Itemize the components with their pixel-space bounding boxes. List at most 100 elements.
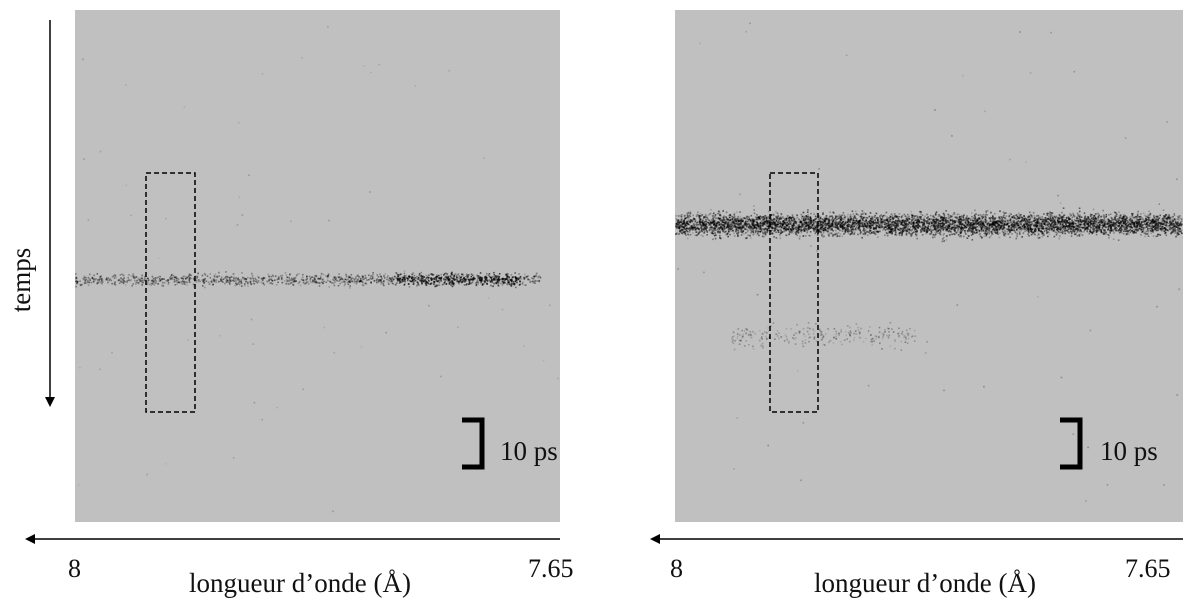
speckle bbox=[992, 216, 994, 218]
speckle bbox=[1147, 220, 1150, 223]
speckle bbox=[727, 223, 729, 226]
speckle bbox=[1017, 222, 1020, 225]
speckle bbox=[187, 339, 190, 341]
speckle bbox=[220, 279, 222, 281]
speckle bbox=[1060, 226, 1063, 228]
speckle bbox=[721, 220, 724, 222]
speckle bbox=[230, 280, 232, 282]
speckle bbox=[679, 224, 681, 226]
speckle bbox=[879, 222, 881, 225]
speckle bbox=[1133, 224, 1136, 227]
speckle bbox=[1061, 231, 1063, 234]
speckle bbox=[100, 278, 103, 280]
speckle bbox=[291, 281, 293, 284]
speckle bbox=[368, 191, 371, 193]
speckle bbox=[471, 278, 473, 281]
speckle bbox=[97, 279, 99, 281]
speckle bbox=[879, 230, 881, 233]
speckle bbox=[1002, 222, 1004, 224]
speckle bbox=[1114, 217, 1117, 220]
speckle bbox=[82, 278, 85, 280]
speckle bbox=[1024, 223, 1027, 225]
speckle bbox=[110, 279, 113, 282]
speckle bbox=[432, 273, 435, 276]
speckle bbox=[1114, 223, 1116, 225]
speckle bbox=[1000, 221, 1003, 223]
speckle bbox=[884, 221, 886, 223]
speckle bbox=[1042, 226, 1045, 228]
speckle bbox=[271, 282, 273, 285]
speckle bbox=[1146, 224, 1149, 226]
speckle bbox=[86, 281, 88, 284]
speckle bbox=[777, 221, 779, 223]
speckle bbox=[444, 281, 446, 283]
speckle bbox=[881, 216, 884, 219]
speckle bbox=[848, 229, 851, 231]
speckle bbox=[433, 282, 435, 284]
speckle bbox=[1041, 225, 1043, 228]
speckle bbox=[1173, 224, 1175, 227]
speckle bbox=[360, 277, 362, 280]
speckle bbox=[893, 213, 896, 215]
speckle bbox=[202, 285, 204, 287]
speckle bbox=[244, 278, 247, 280]
speckle bbox=[894, 233, 897, 236]
speckle bbox=[734, 226, 737, 228]
speckle bbox=[151, 279, 154, 281]
speckle bbox=[745, 225, 748, 227]
speckle bbox=[349, 276, 352, 279]
speckle bbox=[1054, 224, 1057, 226]
speckle bbox=[305, 279, 307, 281]
speckle bbox=[715, 225, 718, 227]
speckle bbox=[321, 281, 323, 284]
speckle bbox=[262, 282, 264, 285]
speckle bbox=[890, 226, 893, 229]
speckle bbox=[686, 214, 689, 216]
speckle bbox=[836, 225, 838, 227]
speckle bbox=[96, 273, 99, 275]
speckle bbox=[680, 229, 683, 232]
speckle bbox=[805, 225, 808, 227]
speckle bbox=[1155, 218, 1157, 221]
speckle bbox=[1132, 216, 1134, 219]
speckle bbox=[1066, 229, 1068, 232]
speckle bbox=[439, 278, 442, 281]
speckle bbox=[1036, 219, 1039, 222]
speckle bbox=[176, 279, 179, 282]
speckle bbox=[209, 273, 212, 275]
speckle bbox=[1090, 215, 1092, 217]
speckle bbox=[347, 276, 350, 278]
speckle bbox=[96, 282, 99, 285]
speckle bbox=[486, 283, 488, 285]
speckle bbox=[745, 221, 747, 224]
speckle bbox=[874, 214, 876, 217]
speckle bbox=[1126, 219, 1128, 222]
speckle bbox=[894, 215, 896, 218]
speckle bbox=[716, 225, 718, 227]
speckle bbox=[818, 218, 820, 221]
speckle bbox=[975, 221, 977, 223]
speckle bbox=[881, 229, 884, 232]
speckle bbox=[922, 224, 924, 226]
speckle bbox=[75, 280, 77, 283]
speckle bbox=[739, 215, 742, 218]
speckle bbox=[281, 278, 283, 280]
speckle bbox=[1038, 222, 1040, 224]
speckle bbox=[438, 277, 440, 279]
speckle bbox=[161, 283, 164, 285]
speckle bbox=[1159, 234, 1162, 236]
speckle bbox=[521, 283, 524, 285]
speckle bbox=[704, 220, 706, 223]
speckle bbox=[1115, 221, 1118, 224]
speckle bbox=[832, 235, 834, 237]
speckle bbox=[892, 221, 895, 223]
speckle bbox=[360, 280, 362, 282]
speckle bbox=[770, 232, 773, 235]
speckle bbox=[1084, 229, 1086, 231]
speckle bbox=[986, 226, 989, 229]
speckle bbox=[484, 278, 487, 281]
speckle bbox=[783, 229, 786, 232]
speckle bbox=[511, 279, 513, 281]
speckle bbox=[186, 277, 189, 279]
speckle bbox=[732, 229, 734, 232]
